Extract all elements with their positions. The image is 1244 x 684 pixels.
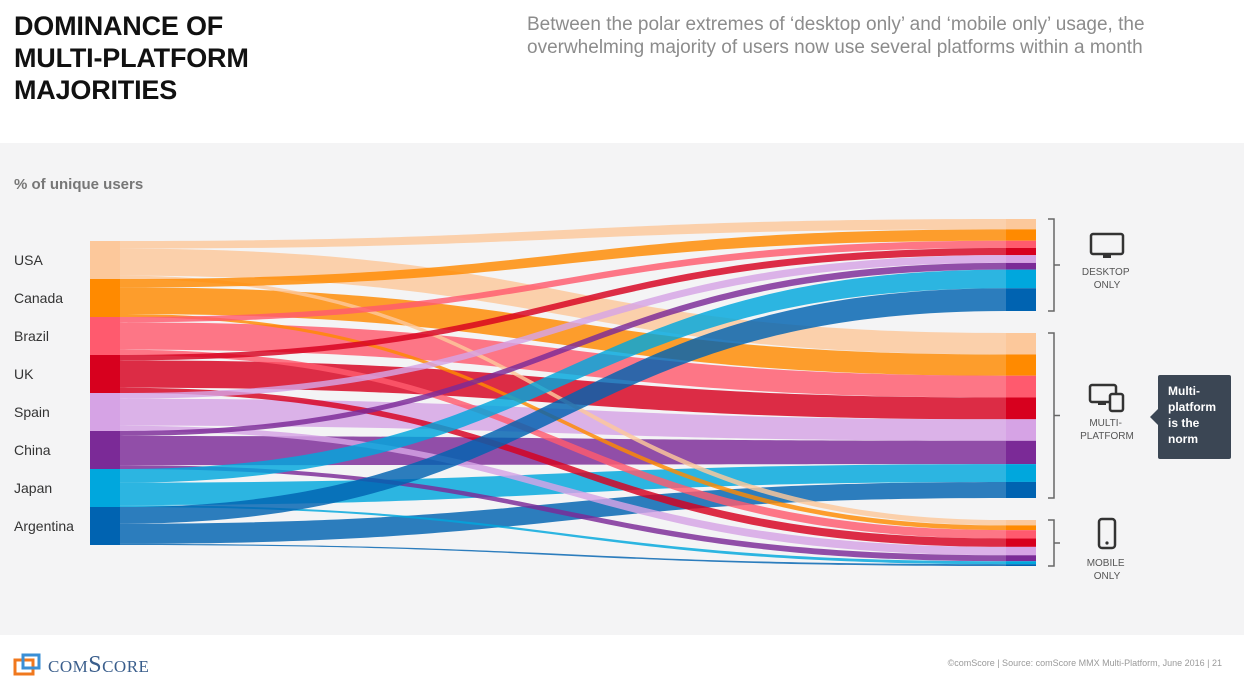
- monitor-icon: [1089, 232, 1125, 258]
- target-bar-china-desktop: [1006, 262, 1036, 270]
- page-title: DOMINANCE OF MULTI-PLATFORM MAJORITIES: [14, 11, 249, 105]
- target-bar-argentina-mobile: [1006, 564, 1036, 566]
- flow-uk-multi: [120, 360, 1006, 420]
- y-label: % of unique users: [14, 176, 143, 193]
- source-label-canada: Canada: [14, 290, 63, 306]
- source-bar-brazil: [90, 317, 120, 355]
- flow-japan-desktop: [120, 269, 1006, 483]
- flow-uk-desktop: [120, 247, 1006, 361]
- target-bar-spain-desktop: [1006, 255, 1036, 263]
- target-bar-uk-desktop: [1006, 247, 1036, 256]
- comscore-logo: comScore: [12, 650, 149, 680]
- flow-brazil-multi: [120, 322, 1006, 398]
- target-bar-canada-multi: [1006, 354, 1036, 376]
- target-bar-china-multi: [1006, 440, 1036, 465]
- source-bar-argentina: [90, 507, 120, 545]
- source-label-usa: USA: [14, 252, 43, 268]
- flow-china-desktop: [120, 262, 1006, 436]
- target-bar-china-mobile: [1006, 555, 1036, 562]
- bracket-desktop: [1048, 218, 1060, 312]
- target-bar-canada-desktop: [1006, 229, 1036, 241]
- target-bar-uk-mobile: [1006, 538, 1036, 547]
- target-bar-usa-mobile: [1006, 520, 1036, 526]
- flow-canada-desktop: [120, 229, 1006, 288]
- target-label-desktop-line2: ONLY: [1094, 280, 1121, 291]
- flow-uk-mobile: [120, 387, 1006, 547]
- source-note: ©comScore | Source: comScore MMX Multi-P…: [947, 658, 1222, 668]
- bracket-mobile: [1048, 519, 1060, 567]
- source-label-uk: UK: [14, 366, 34, 382]
- target-bar-usa-desktop: [1006, 219, 1036, 230]
- target-bar-brazil-mobile: [1006, 530, 1036, 539]
- comscore-logo-icon: [13, 653, 41, 676]
- target-label-desktop-line1: DESKTOP: [1082, 267, 1130, 278]
- page-subtitle: Between the polar extremes of ‘desktop o…: [527, 14, 1145, 58]
- source-bar-uk: [90, 355, 120, 393]
- target-label-mobile: MOBILE ONLY: [1087, 558, 1128, 582]
- target-bar-japan-multi: [1006, 464, 1036, 482]
- source-label-argentina: Argentina: [14, 518, 74, 534]
- target-bar-spain-multi: [1006, 419, 1036, 441]
- source-bar-spain: [90, 393, 120, 431]
- target-label-multi-line1: MULTI-: [1089, 418, 1122, 429]
- source-bar-usa: [90, 241, 120, 279]
- source-bar-china: [90, 431, 120, 469]
- target-bar-canada-mobile: [1006, 525, 1036, 531]
- target-bar-argentina-desktop: [1006, 288, 1036, 311]
- flow-argentina-desktop: [120, 288, 1006, 524]
- target-bar-uk-multi: [1006, 397, 1036, 420]
- flow-spain-desktop: [120, 255, 1006, 399]
- flow-argentina-mobile: [120, 543, 1006, 566]
- flow-brazil-mobile: [120, 349, 1006, 539]
- flow-spain-mobile: [120, 425, 1006, 556]
- target-label-mobile-line2: ONLY: [1094, 571, 1121, 582]
- target-label-multi-line2: PLATFORM: [1080, 431, 1134, 442]
- flow-brazil-desktop: [120, 240, 1006, 323]
- callout-multi-platform: Multi-platform is the norm: [1150, 375, 1231, 459]
- flow-usa-desktop: [120, 219, 1006, 249]
- target-bar-japan-desktop: [1006, 269, 1036, 289]
- source-label-china: China: [14, 442, 51, 458]
- source-bar-canada: [90, 279, 120, 317]
- flow-china-mobile: [120, 465, 1006, 562]
- target-bar-spain-mobile: [1006, 546, 1036, 556]
- source-label-spain: Spain: [14, 404, 50, 420]
- target-bar-japan-mobile: [1006, 561, 1036, 565]
- target-label-multi: MULTI- PLATFORM: [1080, 418, 1134, 442]
- flow-canada-mobile: [120, 313, 1006, 531]
- source-label-japan: Japan: [14, 480, 52, 496]
- bracket-multi: [1048, 332, 1060, 499]
- target-bar-brazil-multi: [1006, 375, 1036, 398]
- phone-icon: [1097, 517, 1117, 550]
- source-bar-japan: [90, 469, 120, 507]
- target-bar-brazil-desktop: [1006, 240, 1036, 248]
- target-bar-usa-multi: [1006, 333, 1036, 355]
- target-label-desktop: DESKTOP ONLY: [1082, 267, 1132, 291]
- target-bar-argentina-multi: [1006, 481, 1036, 498]
- flow-japan-mobile: [120, 505, 1006, 565]
- multi-device-icon: [1088, 383, 1125, 413]
- target-label-mobile-line1: MOBILE: [1087, 558, 1125, 569]
- comscore-logo-text: comScore: [48, 651, 150, 678]
- source-label-brazil: Brazil: [14, 328, 49, 344]
